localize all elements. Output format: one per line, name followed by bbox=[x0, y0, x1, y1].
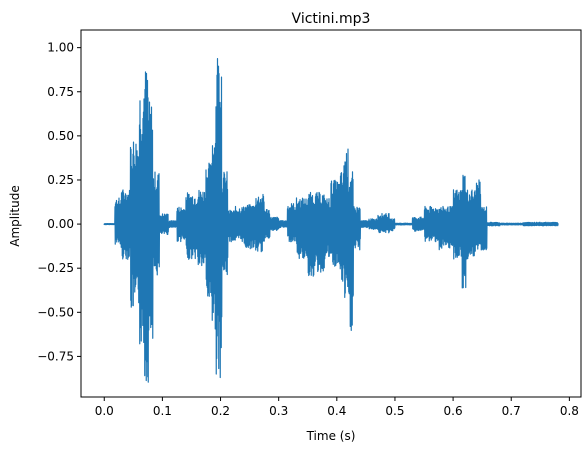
waveform-series-line bbox=[103, 58, 559, 383]
x-tick-label: 0.7 bbox=[502, 404, 521, 418]
x-tick-label: 0.1 bbox=[153, 404, 172, 418]
x-tick-label: 0.8 bbox=[560, 404, 579, 418]
y-tick-label: −0.75 bbox=[37, 349, 74, 363]
x-tick-label: 0.2 bbox=[211, 404, 230, 418]
plot-frame bbox=[80, 29, 582, 398]
x-axis-label: Time (s) bbox=[306, 429, 356, 443]
y-tick-label: 0.25 bbox=[47, 173, 74, 187]
x-tick-label: 0.0 bbox=[95, 404, 114, 418]
y-tick-label: 0.50 bbox=[47, 129, 74, 143]
x-tick-label: 0.6 bbox=[444, 404, 463, 418]
y-tick-label: −0.50 bbox=[37, 305, 74, 319]
y-axis-label: Amplitude bbox=[8, 185, 22, 247]
x-tick-label: 0.3 bbox=[269, 404, 288, 418]
x-tick-label: 0.4 bbox=[327, 404, 346, 418]
chart-title: Victini.mp3 bbox=[292, 11, 371, 27]
y-tick-label: 0.75 bbox=[47, 85, 74, 99]
x-tick-label: 0.5 bbox=[385, 404, 404, 418]
y-tick-label: 1.00 bbox=[47, 41, 74, 55]
y-tick-label: 0.00 bbox=[47, 217, 74, 231]
y-tick-label: −0.25 bbox=[37, 261, 74, 275]
